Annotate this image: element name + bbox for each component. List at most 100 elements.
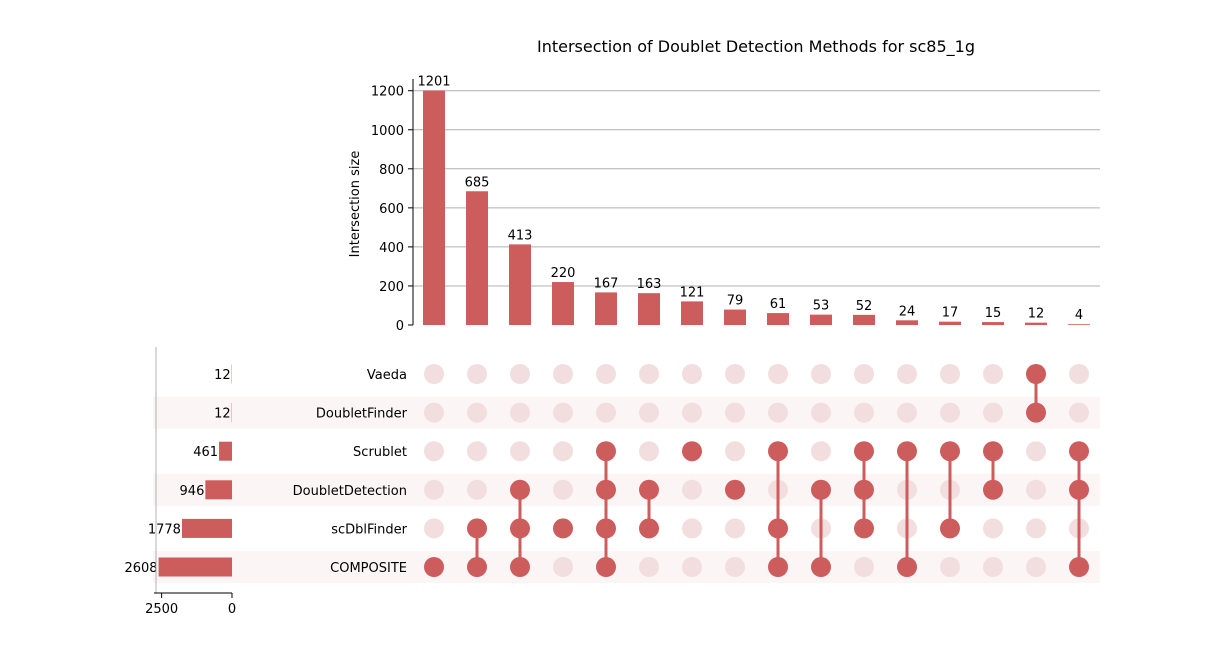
matrix-dot-active bbox=[897, 557, 917, 577]
matrix-dot-active bbox=[510, 479, 530, 500]
membership-matrix bbox=[424, 364, 1089, 577]
set-size-value-label: 12 bbox=[214, 407, 231, 422]
matrix-dot-inactive bbox=[553, 364, 573, 384]
matrix-dot-inactive bbox=[768, 402, 788, 423]
bar-value-label: 121 bbox=[680, 285, 705, 300]
matrix-dot-inactive bbox=[940, 402, 960, 423]
bar-value-label: 79 bbox=[727, 294, 744, 309]
intersection-bar bbox=[810, 314, 832, 325]
matrix-dot-inactive bbox=[725, 441, 745, 462]
set-size-value-label: 2608 bbox=[124, 561, 157, 576]
set-size-bar bbox=[205, 480, 232, 500]
matrix-dot-active bbox=[1026, 364, 1046, 384]
matrix-dot-inactive bbox=[725, 364, 745, 384]
intersection-axis: 0 200 400 600 800 1000 1200 bbox=[371, 79, 414, 334]
matrix-dot-inactive bbox=[639, 557, 659, 577]
bar-value-label: 53 bbox=[813, 299, 830, 314]
matrix-dot-inactive bbox=[983, 557, 1003, 577]
intersection-bar bbox=[982, 322, 1004, 325]
matrix-dot-inactive bbox=[424, 479, 444, 500]
matrix-dot-inactive bbox=[983, 402, 1003, 423]
set-size-value-label: 1778 bbox=[148, 522, 181, 537]
intersection-bar bbox=[595, 292, 617, 325]
y-tick-label: 800 bbox=[379, 163, 404, 178]
matrix-dot-inactive bbox=[940, 364, 960, 384]
matrix-dot-inactive bbox=[768, 364, 788, 384]
matrix-dot-active bbox=[639, 518, 659, 539]
bar-value-label: 52 bbox=[856, 299, 873, 314]
set-size-value-label: 946 bbox=[180, 484, 205, 499]
bar-value-label: 12 bbox=[1028, 307, 1045, 322]
matrix-dot-active bbox=[725, 479, 745, 500]
matrix-dot-inactive bbox=[940, 557, 960, 577]
set-label: DoubletDetection bbox=[293, 484, 407, 499]
set-label: Scrublet bbox=[353, 445, 407, 460]
matrix-dot-active bbox=[811, 479, 831, 500]
matrix-dot-inactive bbox=[424, 518, 444, 539]
set-size-bar bbox=[219, 441, 232, 461]
matrix-dot-active bbox=[940, 441, 960, 462]
matrix-dot-inactive bbox=[553, 441, 573, 462]
bar-value-label: 61 bbox=[770, 297, 787, 312]
matrix-dot-inactive bbox=[467, 441, 487, 462]
set-size-tick-label: 2500 bbox=[145, 602, 178, 617]
bar-value-label: 167 bbox=[594, 276, 619, 291]
bar-value-label: 413 bbox=[508, 228, 533, 243]
matrix-dot-inactive bbox=[983, 364, 1003, 384]
matrix-dot-active bbox=[596, 557, 616, 577]
matrix-dot-active bbox=[510, 557, 530, 577]
matrix-dot-inactive bbox=[725, 557, 745, 577]
matrix-dot-inactive bbox=[639, 364, 659, 384]
matrix-dot-inactive bbox=[467, 364, 487, 384]
intersection-bar bbox=[552, 282, 574, 325]
matrix-dot-active bbox=[1069, 479, 1089, 500]
matrix-dot-active bbox=[811, 557, 831, 577]
matrix-dot-active bbox=[596, 441, 616, 462]
matrix-dot-inactive bbox=[682, 557, 702, 577]
intersection-bar bbox=[1068, 324, 1090, 325]
matrix-dot-inactive bbox=[596, 364, 616, 384]
set-label: scDblFinder bbox=[331, 522, 407, 537]
matrix-dot-active bbox=[897, 441, 917, 462]
bar-value-label: 1201 bbox=[417, 75, 450, 90]
intersection-bar bbox=[896, 320, 918, 325]
intersection-bar bbox=[423, 90, 445, 326]
matrix-dot-active bbox=[854, 518, 874, 539]
intersection-bar bbox=[724, 309, 746, 325]
matrix-dot-inactive bbox=[467, 402, 487, 423]
intersection-bar bbox=[466, 191, 488, 325]
matrix-dot-inactive bbox=[510, 441, 530, 462]
matrix-dot-active bbox=[768, 518, 788, 539]
set-size-bar bbox=[158, 557, 232, 577]
set-size-value-label: 12 bbox=[214, 368, 231, 383]
matrix-dot-inactive bbox=[725, 402, 745, 423]
matrix-dot-inactive bbox=[1026, 441, 1046, 462]
matrix-dot-active bbox=[1069, 441, 1089, 462]
y-tick-label: 1200 bbox=[371, 85, 404, 100]
set-label: DoubletFinder bbox=[316, 407, 408, 422]
matrix-dot-inactive bbox=[897, 402, 917, 423]
matrix-dot-active bbox=[467, 518, 487, 539]
matrix-dot-inactive bbox=[553, 402, 573, 423]
matrix-dot-inactive bbox=[553, 479, 573, 500]
matrix-dot-active bbox=[467, 557, 487, 577]
intersection-bar bbox=[1025, 322, 1047, 325]
matrix-dot-inactive bbox=[897, 364, 917, 384]
matrix-dot-active bbox=[983, 479, 1003, 500]
matrix-dot-inactive bbox=[553, 557, 573, 577]
matrix-dot-active bbox=[596, 479, 616, 500]
bar-value-label: 685 bbox=[465, 175, 490, 190]
intersection-bar bbox=[853, 314, 875, 325]
matrix-dot-active bbox=[682, 441, 702, 462]
matrix-dot-active bbox=[639, 479, 659, 500]
matrix-dot-inactive bbox=[510, 364, 530, 384]
matrix-dot-active bbox=[553, 518, 573, 539]
matrix-dot-inactive bbox=[639, 441, 659, 462]
y-axis-label: Intersection size bbox=[348, 151, 363, 258]
matrix-dot-active bbox=[983, 441, 1003, 462]
matrix-dot-inactive bbox=[1026, 518, 1046, 539]
intersection-bars: 1201 685 413 220 167 163 121 79 61 53 52 24 17 15 12 4 bbox=[417, 75, 1090, 326]
matrix-dot-inactive bbox=[467, 479, 487, 500]
bar-value-label: 163 bbox=[637, 277, 662, 292]
y-tick-label: 0 bbox=[396, 319, 404, 334]
